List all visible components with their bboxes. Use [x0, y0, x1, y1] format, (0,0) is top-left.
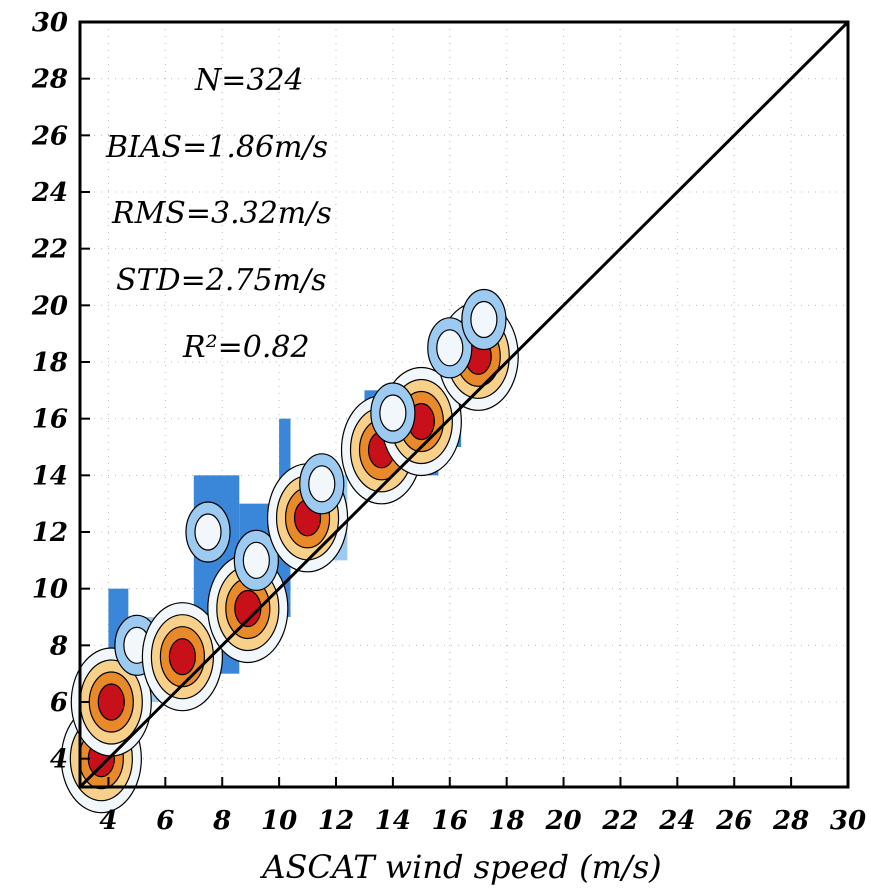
stat-bias: BIAS=1.86m/s: [105, 130, 328, 165]
contour-ring: [97, 683, 125, 721]
y-tick-label: 14: [32, 461, 68, 491]
x-tick-label: 14: [375, 806, 411, 836]
stat-std: STD=2.75m/s: [116, 263, 327, 298]
y-tick-label: 6: [50, 688, 68, 718]
y-tick-label: 4: [50, 745, 68, 775]
stat-rms: RMS=3.32m/s: [111, 196, 332, 231]
y-tick-label: 16: [32, 405, 68, 435]
one-to-one-reference-line: [78, 20, 850, 789]
density-blob: [185, 501, 231, 563]
stat-r2: R²=0.82: [182, 330, 310, 365]
density-contours: [60, 288, 519, 814]
x-tick-label: 30: [830, 806, 866, 836]
y-tick-label: 12: [32, 518, 68, 548]
y-tick-label: 20: [31, 291, 68, 321]
x-axis-title: ASCAT wind speed (m/s): [259, 848, 661, 886]
x-tick-label: 10: [261, 806, 297, 836]
density-blob: [233, 529, 279, 591]
y-tick-label: 8: [49, 631, 68, 661]
y-tick-label: 26: [31, 121, 68, 151]
y-axis-ticks: 4 6 8 10 12 14 16 18 20 22 24 26 28 30: [31, 8, 90, 775]
y-tick-label: 24: [31, 178, 68, 208]
x-tick-label: 20: [544, 806, 581, 836]
y-tick-label: 10: [32, 575, 68, 605]
x-axis-ticks: 4 6 8 10 12 14 16 18 20 22 24 26 28 30: [99, 777, 866, 836]
x-tick-label: 16: [432, 806, 468, 836]
contour-ring: [379, 394, 407, 432]
x-tick-label: 26: [715, 806, 752, 836]
contour-ring: [436, 329, 464, 367]
contour-ring: [308, 465, 336, 503]
x-tick-label: 28: [772, 806, 809, 836]
x-tick-label: 24: [658, 806, 695, 836]
stat-n: N=324: [194, 63, 304, 98]
y-tick-label: 22: [31, 235, 68, 265]
y-tick-label: 18: [32, 348, 68, 378]
x-tick-label: 22: [601, 806, 638, 836]
density-blob: [299, 453, 345, 515]
density-blob: [370, 382, 416, 444]
contour-ring: [470, 300, 498, 339]
contour-ring: [168, 638, 196, 676]
density-blob: [141, 602, 223, 712]
y-tick-label: 28: [31, 65, 68, 95]
contour-ring: [242, 541, 270, 579]
contour-ring: [194, 513, 222, 551]
x-tick-label: 4: [99, 806, 117, 836]
x-tick-label: 6: [156, 806, 174, 836]
y-tick-label: 30: [32, 8, 68, 38]
plot-frame: [78, 20, 850, 789]
density-blob: [461, 288, 507, 351]
x-tick-label: 18: [489, 806, 525, 836]
x-tick-label: 12: [318, 806, 354, 836]
x-tick-label: 8: [212, 806, 231, 836]
density-blob: [427, 317, 473, 379]
